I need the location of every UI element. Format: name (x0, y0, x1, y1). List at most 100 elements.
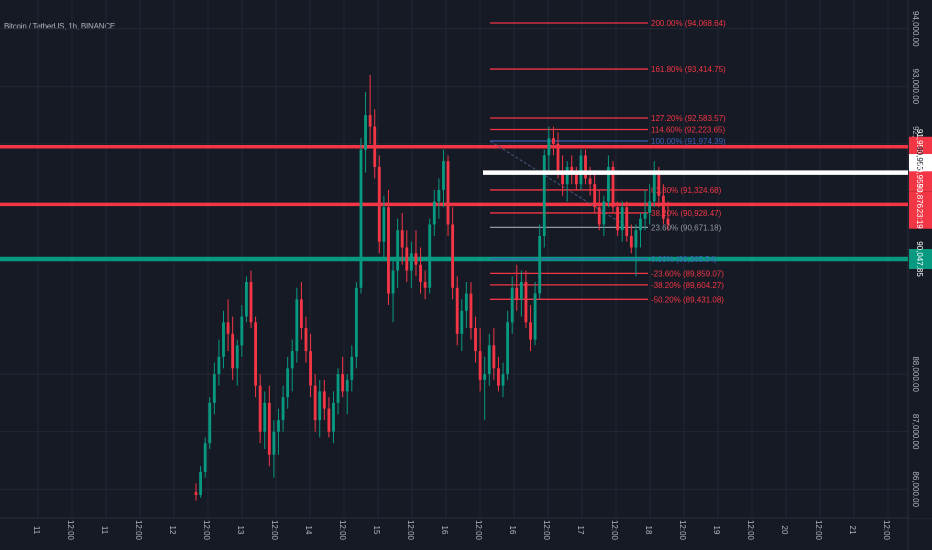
time-tick-label: 18 (644, 526, 653, 535)
candle-body (547, 138, 551, 156)
candle-body (240, 316, 244, 346)
time-tick-label: 12:00 (542, 520, 551, 541)
price-tick-label: 87,000.00 (911, 414, 920, 450)
price-tag (909, 191, 932, 212)
candle-body (597, 207, 601, 225)
fib-level-label: 161.80% (93,414.75) (651, 65, 726, 74)
chart-title: Bitcoin / TetherUS, 1h, BINANCE (4, 22, 116, 31)
candle-body (199, 471, 203, 495)
candle-body (639, 218, 642, 231)
candle-body (542, 155, 546, 236)
price-tag (909, 171, 932, 192)
candle-body (226, 322, 230, 334)
candle-body (483, 374, 487, 380)
candle-body (286, 368, 290, 398)
fib-level-label: 100.00% (91,974.39) (651, 137, 726, 146)
candle-body (345, 379, 349, 392)
fib-level-label: 114.60% (92,223.65) (651, 126, 725, 135)
candle-body (373, 126, 377, 167)
candle-body (464, 293, 468, 311)
time-tick-label: 12:00 (66, 520, 75, 541)
fib-level-label: 38.20% (90,928.47) (651, 209, 722, 218)
candle-body (281, 397, 285, 421)
time-tick-label: 11 (32, 526, 41, 535)
candle-body (409, 253, 413, 271)
candle-body (492, 345, 496, 369)
time-tick-label: 12:00 (882, 520, 891, 541)
candle-body (652, 172, 656, 202)
candle-body (648, 201, 652, 213)
candle-body (322, 391, 326, 409)
candle-body (263, 402, 267, 432)
fib-level-label: 0.00% (90,265.54) (651, 255, 717, 264)
time-tick-label: 12:00 (134, 520, 143, 541)
candle-body (244, 282, 248, 317)
candle-body (620, 207, 624, 231)
candle-body (629, 235, 633, 248)
candle-body (299, 299, 303, 329)
candle-body (432, 201, 436, 225)
candle-body (405, 247, 409, 271)
candle-body (350, 356, 354, 380)
time-tick-label: 12:00 (678, 520, 687, 541)
time-tick-label: 20 (780, 526, 789, 535)
time-tick-label: 12:00 (474, 520, 483, 541)
price-tag (909, 136, 932, 157)
candle-body (455, 287, 459, 334)
candle-body (643, 212, 647, 219)
time-tick-label: 12:00 (610, 520, 619, 541)
candle-body (332, 402, 335, 432)
candle-body (474, 328, 477, 352)
candle-body (428, 224, 432, 288)
candle-body (290, 351, 294, 369)
time-tick-label: 14 (304, 526, 313, 535)
fib-level-label: -50.20% (89,431.08) (651, 295, 724, 304)
fib-level-label: -23.60% (89,859.07) (651, 269, 724, 278)
candle-body (593, 184, 597, 208)
candle-body (533, 293, 537, 340)
candle-body (574, 172, 578, 185)
candle-body (552, 138, 555, 144)
time-tick-label: 15 (372, 526, 381, 535)
candle-body (212, 374, 216, 403)
time-tick-label: 17 (576, 526, 585, 535)
price-tag-label: 90,955.00 (915, 164, 924, 200)
candle-body (377, 166, 381, 242)
candle-body (203, 443, 207, 472)
candle-body (231, 333, 235, 369)
candle-body (506, 322, 510, 375)
candle-body (304, 328, 308, 352)
candle-body (565, 166, 569, 185)
candle-body (497, 368, 500, 386)
price-tag-label: 90,876.68 (915, 184, 924, 220)
time-tick-label: 16 (440, 526, 449, 535)
candle-body (561, 172, 565, 185)
candle-body (423, 282, 427, 288)
fib-level-label: 127.20% (92,583.57) (651, 114, 726, 123)
time-tick-label: 12:00 (270, 520, 279, 541)
candle-body (584, 155, 587, 179)
candle-body (588, 178, 592, 185)
fib-level-label: 200.00% (94,068.64) (651, 19, 726, 28)
candle-body (616, 207, 620, 231)
time-tick-label: 12:00 (338, 520, 347, 541)
candle-body (364, 115, 367, 150)
candle-body (529, 322, 532, 340)
candle-body (267, 402, 271, 455)
candle-body (400, 230, 404, 248)
fib-level-label: 23.60% (90,671.18) (651, 223, 722, 232)
candle-body (442, 161, 445, 190)
price-tag (909, 154, 932, 175)
candle-body (391, 270, 395, 294)
candle-body (451, 224, 455, 288)
candle-body (249, 282, 253, 323)
time-axis[interactable]: 11 12:00 11 12:00 12 12:00 13 12:00 14 12:00 15 12:… (32, 520, 891, 541)
candle-body (194, 492, 198, 495)
candle-body (327, 408, 331, 432)
time-tick-label: 16 (508, 526, 517, 535)
price-tick-label: 93,000.00 (911, 69, 920, 105)
candle-body (437, 189, 441, 202)
